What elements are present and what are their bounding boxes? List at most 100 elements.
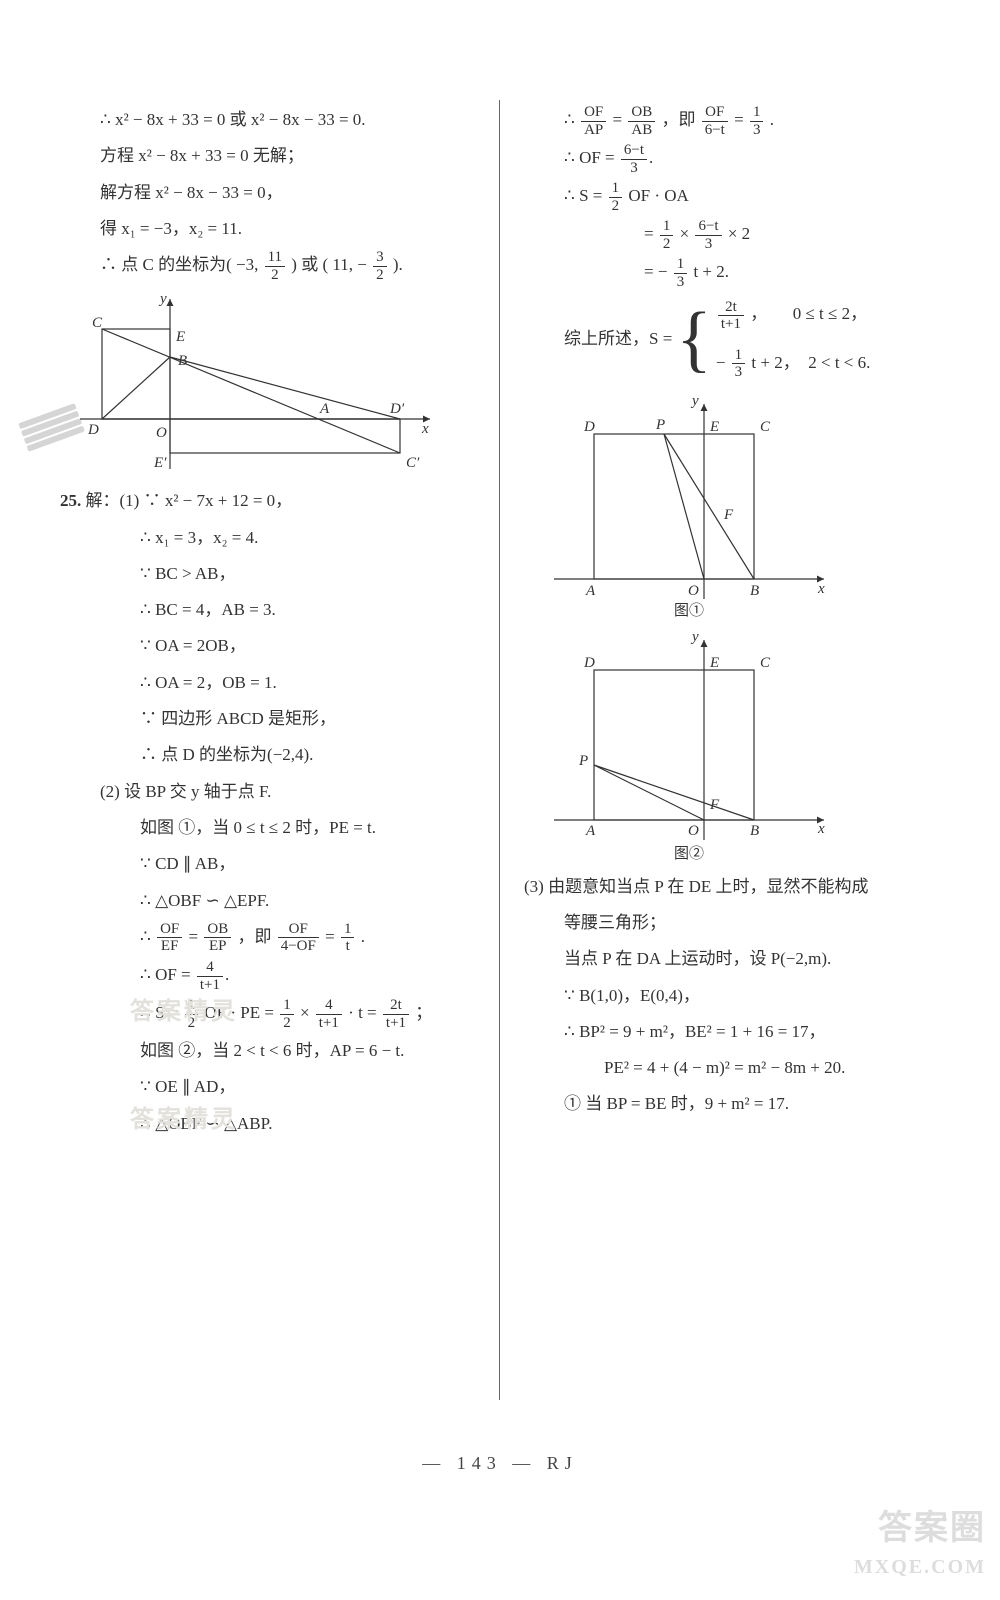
text-line: = − 13 t + 2. [524,256,940,290]
txt: = [189,927,203,946]
fraction: 6−t3 [695,218,721,252]
text-line: 解方程 x² − 8x − 33 = 0， [60,177,475,209]
fraction: 13 [674,256,688,290]
txt: OF · OA [628,186,688,205]
fraction: 112 [265,249,285,283]
q25-line: 25. 解：(1) ∵ x² − 7x + 12 = 0， [60,485,475,517]
text-line: (3) 由题意知当点 P 在 DE 上时，显然不能构成 [524,871,940,903]
svg-text:O: O [688,823,699,839]
svg-text:C: C [92,315,103,331]
text-line: ∴ OFAP = OBAB ，即 OF6−t = 13 . [524,104,940,138]
txt: = [644,224,658,243]
svg-text:O: O [156,425,167,441]
txt: = [613,110,627,129]
txt: 综上所述，S = [564,323,672,355]
svg-text:F: F [723,507,734,523]
text-line: ∴ OF = 6−t3. [524,142,940,176]
fraction: OBEP [204,921,231,955]
txt: ∴ OF = [564,148,619,167]
txt: × 2 [728,224,750,243]
svg-text:B: B [178,353,187,369]
svg-text:P: P [578,753,588,769]
svg-text:A: A [585,823,596,839]
text-line: ∴ BP² = 9 + m²，BE² = 1 + 16 = 17， [524,1016,940,1048]
fig-caption: 图① [674,602,704,619]
fraction: 2tt+1 [383,997,409,1031]
text-line: ∵ 四边形 ABCD 是矩形， [60,703,475,735]
text-line: ∵ CD ∥ AB， [60,848,475,880]
txt: − [716,353,726,372]
piecewise-row: 2tt+1 ， 0 ≤ t ≤ 2， [716,298,871,332]
txt: ∴ [140,927,155,946]
fraction: 13 [750,104,764,138]
txt: OF · PE = [204,1003,278,1022]
right-column: ∴ OFAP = OBAB ，即 OF6−t = 13 . ∴ OF = 6−t… [500,100,940,1400]
text-line: ∴ x² − 8x + 33 = 0 或 x² − 8x − 33 = 0. [60,104,475,136]
svg-text:y: y [158,291,167,307]
text-line: ∵ OA = 2OB， [60,630,475,662]
txt: . [361,927,365,946]
text-line: 当点 P 在 DA 上运动时，设 P(−2,m). [524,943,940,975]
fraction: 12 [185,997,199,1031]
fraction: OFEF [157,921,182,955]
figure-geometry-1: C E B D O A D′ E′ C′ x y [60,289,440,479]
txt: ，即 [237,927,275,946]
txt: t + 2， 2 < t < 6. [751,353,870,372]
text-line: 如图 ②，当 2 < t < 6 时，AP = 6 − t. [60,1035,475,1067]
text-line: ∴ △OBF ∽ △ABP. [60,1108,475,1140]
txt: × [300,1003,314,1022]
svg-text:D: D [87,422,99,438]
txt: ， 0 ≤ t ≤ 2， [750,304,867,323]
svg-text:D: D [583,655,595,671]
svg-text:x: x [817,821,825,837]
svg-text:E: E [175,329,185,345]
text-line: ∴ x₁ = 3，x₂ = 4. [60,522,475,554]
txt: = − [644,262,667,281]
txt: 解：(1) ∵ x² − 7x + 12 = 0， [86,491,293,510]
svg-text:F: F [709,797,720,813]
text-line: ∴ OF = 4t+1. [60,959,475,993]
txt: ∴ S = [140,1003,183,1022]
text-line: ∵ BC > AB， [60,558,475,590]
piecewise-row: − 13 t + 2， 2 < t < 6. [716,347,871,381]
text-line: ∴ 点 D 的坐标为(−2,4). [60,739,475,771]
figure-geometry-2: D P E C F A O B x y 图① [524,389,844,619]
text-line: (2) 设 BP 交 y 轴于点 F. [60,776,475,808]
svg-text:y: y [690,629,699,645]
svg-text:D′: D′ [389,401,405,417]
svg-text:C: C [760,419,771,435]
piecewise: 综上所述，S = { 2tt+1 ， 0 ≤ t ≤ 2， − 13 t + 2… [524,298,940,380]
svg-text:E: E [709,419,719,435]
txt: ). [393,255,403,274]
text-line: ∵ OE ∥ AD， [60,1071,475,1103]
svg-text:P: P [655,417,665,433]
fraction: 12 [280,997,294,1031]
text-line: 得 x₁ = −3，x₂ = 11. [60,213,475,245]
text-line: ∴ OFEF = OBEP ，即 OF4−OF = 1t . [60,921,475,955]
svg-text:y: y [690,393,699,409]
svg-text:B: B [750,823,759,839]
text-line: ∵ B(1,0)，E(0,4)， [524,980,940,1012]
left-column: ∴ x² − 8x + 33 = 0 或 x² − 8x − 33 = 0. 方… [60,100,500,1400]
fraction: 2tt+1 [718,299,744,333]
fig-caption: 图② [674,845,704,862]
svg-text:D: D [583,419,595,435]
txt: · t = [348,1003,381,1022]
fraction: 6−t3 [621,142,647,176]
text-line: ∴ 点 C 的坐标为( −3, 112 ) 或 ( 11, − 32 ). [60,249,475,283]
txt: = [734,110,748,129]
txt: ∴ 点 C 的坐标为( −3, [100,255,258,274]
fraction: OF6−t [702,104,728,138]
txt: ) 或 ( 11, − [291,255,367,274]
txt: ，即 [661,110,699,129]
text-line: ① 当 BP = BE 时，9 + m² = 17. [524,1088,940,1120]
svg-text:B: B [750,583,759,599]
text-line: 方程 x² − 8x + 33 = 0 无解； [60,140,475,172]
fraction: 12 [609,180,623,214]
text-line: ∴ S = 12 OF · OA [524,180,940,214]
text-line: 如图 ①，当 0 ≤ t ≤ 2 时，PE = t. [60,812,475,844]
brace-icon: { [676,310,712,369]
txt: . [770,110,774,129]
fraction: OFAP [581,104,606,138]
page-footer: — 143 — RJ [0,1446,1000,1480]
